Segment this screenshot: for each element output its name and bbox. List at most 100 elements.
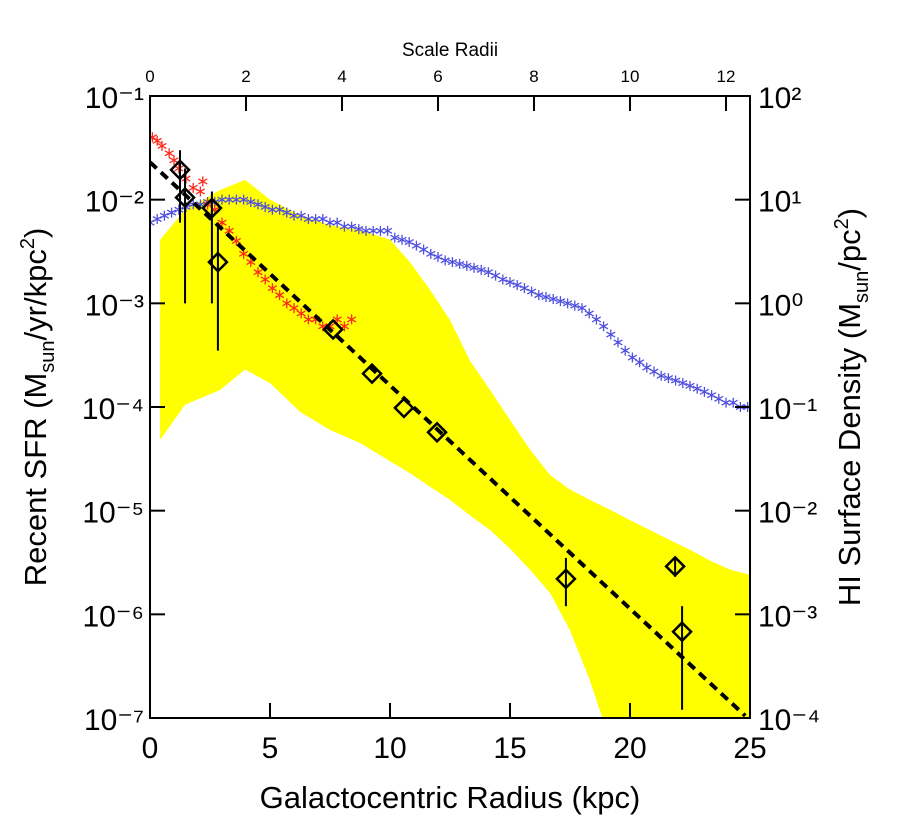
asterisk-point [620,345,630,356]
diamond-point [169,159,191,181]
x2-tick-label: 10 [621,67,640,86]
asterisk-point [526,286,537,297]
y-tick-label: 10⁻⁴ [82,393,144,426]
asterisk-point [390,232,400,243]
asterisk-point [325,217,335,228]
y-tick-label: 10⁻¹ [85,82,144,115]
asterisk-point [282,207,292,218]
asterisk-point [397,234,407,245]
asterisk-point [253,199,263,210]
asterisk-point [157,140,167,151]
asterisk-point [512,280,522,291]
y-tick-label: 10⁻⁵ [82,497,144,530]
diamond-point [555,568,577,590]
asterisk-point [260,274,270,285]
y2-tick-label: 10² [758,82,801,115]
asterisk-point [476,264,486,275]
asterisk-point [678,378,688,389]
x-tick-label: 15 [493,732,526,765]
asterisk-point [519,283,530,294]
asterisk-point [159,210,170,221]
asterisk-point [166,207,177,218]
asterisk-point [656,370,666,381]
asterisk-point [541,292,551,303]
asterisk-point [706,390,717,401]
x-tick-label: 20 [613,732,646,765]
asterisk-point [728,397,738,408]
asterisk-point [289,210,299,221]
asterisk-point [627,352,638,363]
asterisk-point [490,270,501,281]
asterisk-point [375,225,386,236]
y-tick-label: 10⁻⁷ [84,704,144,737]
y-title-part: ) [18,228,53,238]
asterisk-point [217,194,227,205]
asterisk-point [649,366,659,377]
asterisk-point [447,257,458,268]
asterisk-point [303,314,314,325]
y-title-part: /yr/kpc [18,249,53,340]
diamond-point [393,397,415,419]
diamond-point [361,362,383,385]
asterisk-point [714,393,724,404]
asterisk-point [462,260,472,271]
asterisk-point [195,186,206,197]
y-title-sup: 2 [17,238,39,249]
y-title-sub: sun [37,340,59,372]
y2-tick-label: 10⁻⁴ [758,704,820,737]
asterisk-point [260,201,270,212]
y2-title-part: /pc [832,229,867,270]
diamond-point [671,620,693,643]
diamond-point [174,186,196,209]
diamond-point [322,318,344,341]
range-band [160,179,750,718]
asterisk-point [267,204,278,215]
y-tick-label: 10⁻² [85,186,144,219]
asterisk-point [282,298,292,309]
asterisk-point [721,397,731,408]
diamond-point [207,251,229,273]
y2-tick-label: 10⁰ [758,289,803,322]
y2-tick-label: 10⁻³ [758,600,817,633]
asterisk-point [548,294,558,305]
asterisk-point [174,163,184,174]
asterisk-point [346,221,357,232]
asterisk-point [440,255,450,266]
x2-tick-label: 0 [145,67,154,86]
asterisk-point [346,314,357,325]
x-tick-label: 0 [142,732,159,765]
asterisk-point [584,308,594,319]
asterisk-point [310,214,321,225]
diamond-point [201,197,223,219]
x2-tick-label: 8 [529,67,538,86]
asterisk-point [663,373,674,384]
asterisk-point [454,258,465,269]
asterisk-point [670,375,681,386]
asterisk-point [613,337,623,348]
asterisk-point [606,329,616,340]
plot-area [150,132,750,718]
x2-tick-label: 4 [337,67,346,86]
asterisk-point [433,251,443,262]
x2-tick-label: 6 [433,67,442,86]
asterisk-point [699,386,710,397]
asterisk-point [152,135,162,146]
asterisk-point [188,182,198,193]
asterisk-point [274,290,285,301]
y-axis-title: Recent SFR (Msun/yr/kpc2) [17,228,59,587]
asterisk-point [598,321,609,332]
x-tick-label: 25 [733,732,766,765]
asterisk-point [198,176,208,187]
diamond-point [426,421,448,444]
x-tick-label: 5 [262,732,279,765]
y2-title-part: HI Surface Density (M [832,303,867,606]
x-axis-title: Galactocentric Radius (kpc) [260,780,641,815]
x2-tick-label: 12 [717,67,736,86]
asterisk-point [152,214,162,225]
asterisk-point [296,210,306,221]
asterisk-point [354,224,364,235]
y-tick-label: 10⁻⁶ [82,600,144,633]
asterisk-point [534,290,544,301]
y2-tick-label: 10⁻² [758,497,817,530]
asterisk-point [169,155,179,166]
